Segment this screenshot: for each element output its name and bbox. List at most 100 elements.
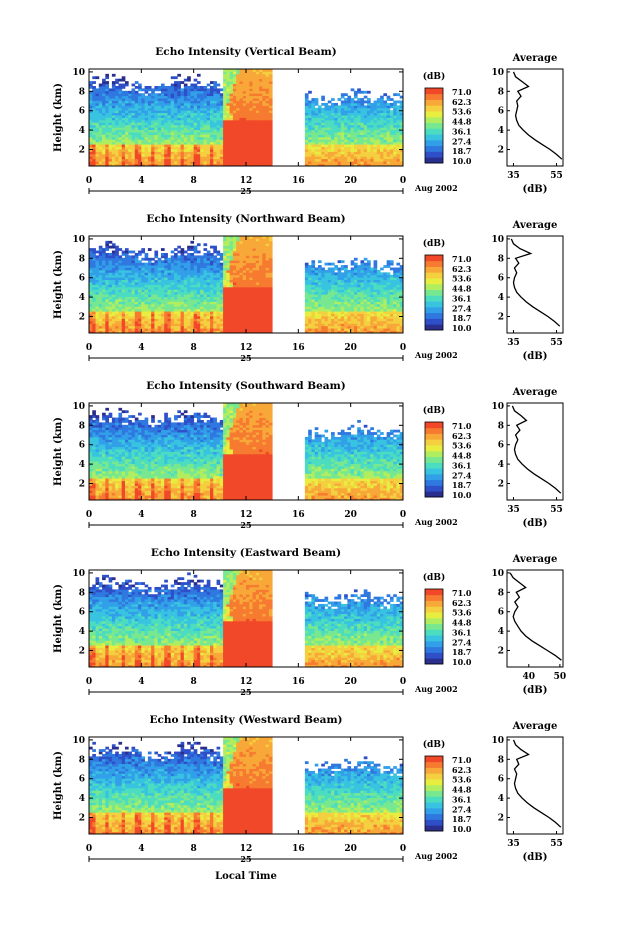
heatmap-cell xyxy=(138,265,142,268)
heatmap-cell xyxy=(108,127,113,131)
heatmap-cell xyxy=(102,291,106,295)
heatmap-cell xyxy=(141,303,145,307)
heatmap-cell xyxy=(206,132,211,135)
heatmap-cell xyxy=(252,146,257,150)
heatmap-cell xyxy=(229,257,234,261)
heatmap-cell xyxy=(151,110,155,114)
heatmap-cell xyxy=(160,105,165,109)
heatmap-cell xyxy=(193,306,198,310)
heatmap-cell xyxy=(327,134,332,138)
heatmap-cell xyxy=(376,127,381,131)
heatmap-cell xyxy=(174,141,178,145)
heatmap-cell xyxy=(187,146,191,150)
heatmap-cell xyxy=(383,100,388,104)
heatmap-cell xyxy=(236,107,240,111)
heatmap-cell xyxy=(121,279,126,283)
heatmap-cell xyxy=(144,117,149,121)
heatmap-cell xyxy=(236,316,240,319)
heatmap-cell xyxy=(180,146,185,150)
heatmap-cell xyxy=(331,161,335,164)
heatmap-cell xyxy=(160,163,165,167)
heatmap-cell xyxy=(249,149,253,152)
heatmap-cell xyxy=(344,153,348,157)
heatmap-cell xyxy=(200,257,204,261)
heatmap-cell xyxy=(246,260,250,264)
heatmap-cell xyxy=(108,274,113,278)
heatmap-cell xyxy=(265,250,270,254)
heatmap-cell xyxy=(151,105,155,109)
heatmap-cell xyxy=(183,272,188,276)
heatmap-cell xyxy=(236,95,240,99)
heatmap-cell xyxy=(314,318,319,322)
heatmap-cell xyxy=(223,313,227,317)
heatmap-cell xyxy=(89,119,93,123)
heatmap-cell xyxy=(92,127,96,131)
heatmap-cell xyxy=(314,323,319,327)
heatmap-cell xyxy=(259,124,263,128)
heatmap-cell xyxy=(193,141,198,145)
heatmap-cell xyxy=(259,158,263,162)
heatmap-cell xyxy=(239,78,244,82)
heatmap-cell xyxy=(102,129,106,133)
heatmap-cell xyxy=(239,105,244,109)
heatmap-cell xyxy=(357,156,361,160)
heatmap-cell xyxy=(193,289,198,293)
heatmap-cell xyxy=(229,255,234,259)
heatmap-cell xyxy=(373,107,378,111)
heatmap-cell xyxy=(180,328,185,331)
heatmap-cell xyxy=(102,88,106,92)
heatmap-cell xyxy=(304,301,309,305)
heatmap-cell xyxy=(304,158,309,162)
heatmap-cell xyxy=(311,289,316,293)
heatmap-cell xyxy=(262,240,267,244)
heatmap-cell xyxy=(268,129,273,133)
heatmap-cell xyxy=(334,139,338,143)
x-tick-label: 8 xyxy=(191,176,197,186)
heatmap-cell xyxy=(160,262,165,266)
heatmap-cell xyxy=(249,100,253,104)
heatmap-cell xyxy=(154,282,159,285)
heatmap-cell xyxy=(141,105,145,109)
heatmap-cell xyxy=(154,291,159,295)
heatmap-cell xyxy=(193,284,198,288)
heatmap-cell xyxy=(246,78,250,82)
heatmap-cell xyxy=(255,301,260,305)
heatmap-cell xyxy=(314,291,319,295)
heatmap-cell xyxy=(399,144,404,147)
heatmap-cell xyxy=(160,146,165,150)
heatmap-cell xyxy=(190,122,195,126)
heatmap-cell xyxy=(249,127,253,131)
heatmap-cell xyxy=(357,100,361,104)
heatmap-cell xyxy=(121,112,126,116)
colorbar-tick-label: 62.3 xyxy=(452,97,472,107)
heatmap-cell xyxy=(376,144,381,147)
heatmap-cell xyxy=(236,119,240,123)
heatmap-cell xyxy=(353,127,358,131)
heatmap-cell xyxy=(131,107,136,111)
heatmap-cell xyxy=(236,257,240,261)
heatmap-cell xyxy=(249,112,253,116)
heatmap-cell xyxy=(380,127,384,131)
heatmap-cell xyxy=(226,284,231,288)
heatmap-cell xyxy=(118,323,123,327)
heatmap-cell xyxy=(353,151,358,155)
heatmap-cell xyxy=(308,122,312,126)
heatmap-cell xyxy=(239,122,244,126)
heatmap-cell xyxy=(347,151,352,155)
heatmap-cell xyxy=(383,144,388,147)
heatmap-cell xyxy=(121,153,126,157)
heatmap-cell xyxy=(262,308,267,312)
heatmap-cell xyxy=(226,85,231,89)
heatmap-cell xyxy=(98,299,103,302)
heatmap-cell xyxy=(373,139,378,143)
heatmap-cell xyxy=(144,323,149,327)
heatmap-cell xyxy=(170,308,175,312)
heatmap-cell xyxy=(105,98,110,101)
heatmap-cell xyxy=(144,262,149,266)
heatmap-cell xyxy=(314,325,319,329)
heatmap-cell xyxy=(160,93,165,97)
heatmap-cell xyxy=(229,274,234,278)
heatmap-cell xyxy=(229,289,234,293)
heatmap-cell xyxy=(255,73,260,77)
heatmap-cell xyxy=(265,299,270,302)
